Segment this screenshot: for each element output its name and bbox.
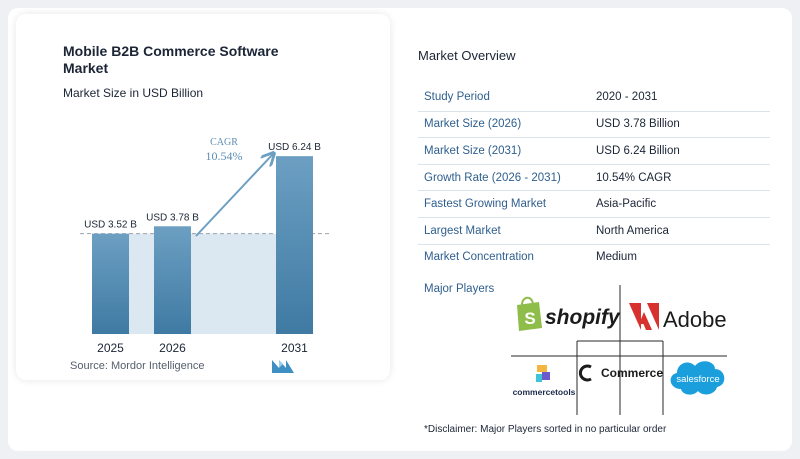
adobe-mark-icon	[629, 303, 641, 330]
cagr-arrow	[195, 154, 273, 237]
shopify-wordmark: shopify	[545, 306, 621, 329]
market-overview-title: Market Overview	[418, 48, 516, 63]
commerce-wordmark: Commerce	[601, 366, 663, 380]
bar-2025	[92, 233, 129, 334]
row-value: USD 3.78 Billion	[596, 118, 680, 131]
x-tick-label-2025: 2025	[97, 341, 124, 355]
salesforce-wordmark: salesforce	[676, 374, 719, 385]
value-label-2026: USD 3.78 B	[146, 212, 199, 223]
row-label: Market Size (2026)	[424, 118, 522, 131]
adobe-logo: Adobe	[629, 303, 727, 332]
mordor-logo-icon	[272, 360, 294, 373]
table-row: Market Concentration Medium	[418, 243, 770, 271]
chart-subtitle: Market Size in USD Billion	[63, 86, 204, 100]
salesforce-logo: salesforce	[670, 361, 725, 395]
row-label: Largest Market	[424, 224, 501, 237]
row-label: Growth Rate (2026 - 2031)	[424, 171, 561, 184]
disclaimer: *Disclaimer: Major Players sorted in no …	[424, 424, 667, 435]
table-row: Market Size (2031) USD 6.24 Billion	[418, 137, 770, 164]
cagr-label: CAGR	[210, 137, 238, 148]
row-value: 2020 - 2031	[596, 91, 658, 104]
value-label-2025: USD 3.52 B	[84, 220, 137, 231]
table-row: Largest Market North America	[418, 216, 770, 244]
major-players-title: Major Players	[424, 283, 495, 295]
row-value: USD 6.24 Billion	[596, 144, 680, 157]
commerce-mark-icon	[578, 364, 592, 382]
major-players-grid: S shopify Adobe commercetools Commerce s…	[511, 285, 727, 415]
commercetools-logo: commercetools	[513, 365, 576, 397]
shopify-bag-icon	[517, 302, 542, 331]
row-label: Market Size (2031)	[424, 144, 522, 157]
chart-title: Mobile B2B Commerce Software Market	[63, 43, 279, 76]
row-label: Fastest Growing Market	[424, 198, 547, 211]
table-row: Market Size (2026) USD 3.78 Billion	[418, 110, 770, 138]
bar-chart: USD 3.52 B 2025 USD 3.78 B 2026 USD 6.24 B 20…	[80, 137, 330, 355]
x-tick-label-2031: 2031	[281, 341, 308, 355]
row-value: Medium	[596, 251, 637, 264]
value-label-2031: USD 6.24 B	[268, 142, 321, 153]
row-label: Study Period	[424, 91, 490, 104]
source-note: Source: Mordor Intelligence	[70, 360, 205, 372]
commercetools-mark-icon	[537, 365, 547, 372]
commerce-logo: Commerce	[578, 364, 663, 382]
cagr-value: 10.54%	[206, 149, 243, 163]
row-value: North America	[596, 224, 669, 237]
table-row: Fastest Growing Market Asia-Pacific	[418, 190, 770, 217]
adobe-wordmark: Adobe	[663, 307, 727, 332]
commercetools-wordmark: commercetools	[513, 387, 576, 397]
svg-text:S: S	[524, 309, 535, 328]
market-overview-table: Study Period 2020 - 2031 Market Size (20…	[418, 84, 770, 270]
table-row: Study Period 2020 - 2031	[418, 84, 770, 111]
row-value: 10.54% CAGR	[596, 171, 672, 184]
row-label: Market Concentration	[424, 251, 534, 264]
row-value: Asia-Pacific	[596, 198, 657, 211]
x-tick-label-2026: 2026	[159, 341, 186, 355]
table-row: Growth Rate (2026 - 2031) 10.54% CAGR	[418, 163, 770, 191]
bar-2031	[276, 156, 313, 334]
bar-2026	[154, 226, 191, 334]
shopify-logo: S shopify	[517, 296, 621, 331]
salesforce-cloud-icon	[670, 361, 725, 395]
